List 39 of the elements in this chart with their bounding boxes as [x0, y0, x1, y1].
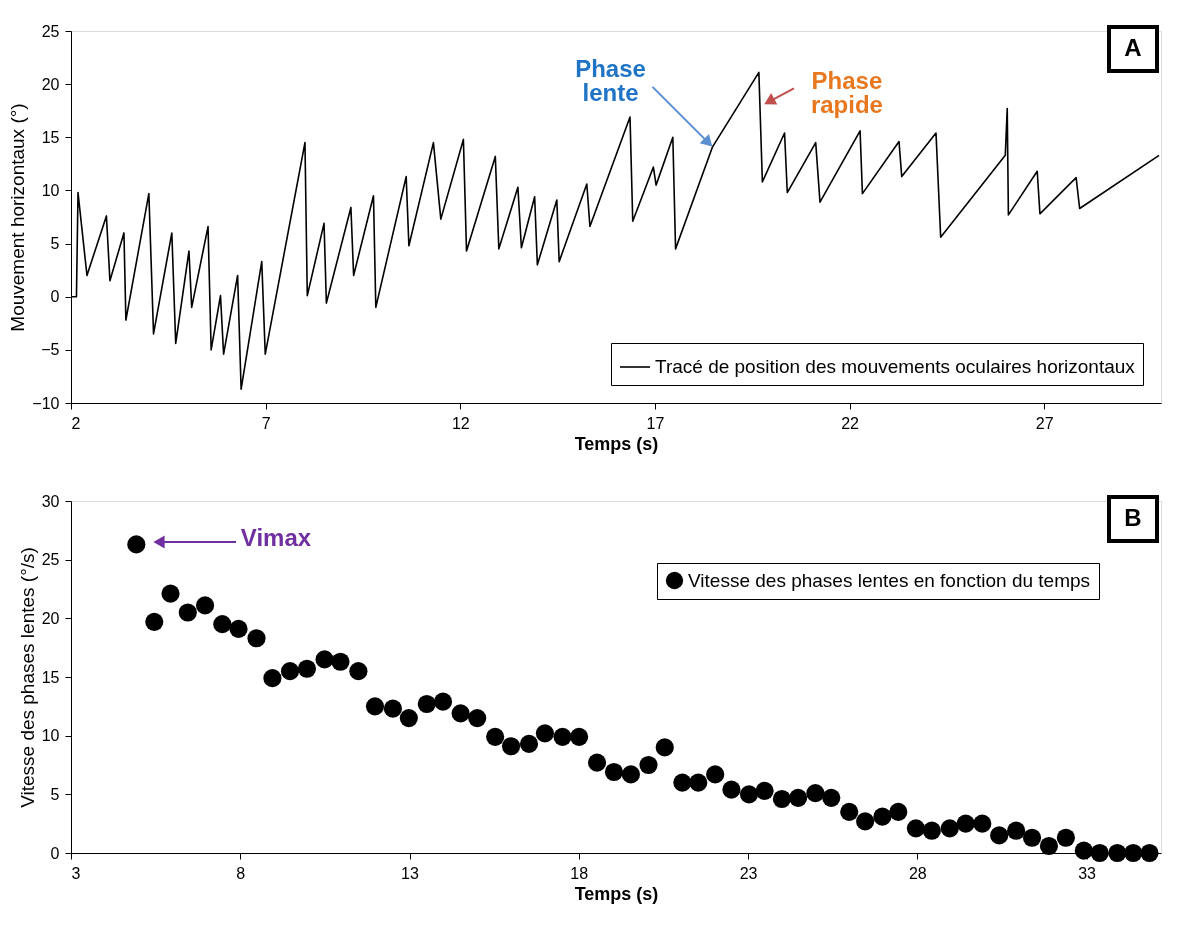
y-tick-label: 0: [50, 844, 60, 862]
y-axis-title: Mouvement horizontaux (°): [7, 103, 29, 332]
y-tick-label: 15: [41, 668, 60, 686]
annotation: Phase lente: [575, 54, 646, 106]
y-axis-title: Vitesse des phases lentes (°/s): [16, 547, 38, 808]
x-tick-label: 17: [646, 414, 665, 432]
legend-label: Tracé de position des mouvements oculaires horizontaux: [655, 356, 1136, 377]
x-tick-label: 3: [71, 864, 81, 882]
y-tick-label: 5: [50, 235, 60, 253]
y-tick-label: 5: [50, 785, 60, 803]
x-axis-title: Temps (s): [574, 883, 659, 904]
x-tick-label: 28: [908, 864, 927, 882]
x-tick-label: 13: [401, 864, 420, 882]
x-tick-label: 27: [1035, 414, 1054, 432]
x-axis-title: Temps (s): [574, 433, 659, 454]
y-tick-label: 0: [50, 288, 60, 306]
annotation: A: [1124, 34, 1142, 61]
annotation: Vimax: [240, 524, 312, 551]
y-tick-label: 30: [41, 492, 60, 510]
y-tick-label: 20: [41, 75, 60, 93]
x-tick-label: 33: [1078, 864, 1097, 882]
x-tick-label: 2: [71, 414, 81, 432]
y-tick-label: 20: [41, 609, 60, 627]
annotation: Phase rapide: [810, 67, 883, 119]
y-tick-label: −5: [41, 341, 60, 359]
y-tick-label: −10: [32, 394, 60, 412]
annotation: B: [1124, 504, 1142, 531]
x-tick-label: 22: [841, 414, 860, 432]
x-tick-label: 12: [451, 414, 470, 432]
x-tick-label: 18: [570, 864, 589, 882]
y-tick-label: 10: [41, 727, 60, 745]
legend-label: Vitesse des phases lentes en fonction du temps: [688, 569, 1091, 591]
x-tick-label: 8: [236, 864, 246, 882]
y-tick-label: 15: [41, 128, 60, 146]
x-tick-label: 23: [739, 864, 758, 882]
x-tick-label: 7: [261, 414, 271, 432]
y-tick-label: 10: [41, 181, 60, 199]
y-tick-label: 25: [41, 551, 60, 569]
y-tick-label: 25: [41, 22, 60, 40]
